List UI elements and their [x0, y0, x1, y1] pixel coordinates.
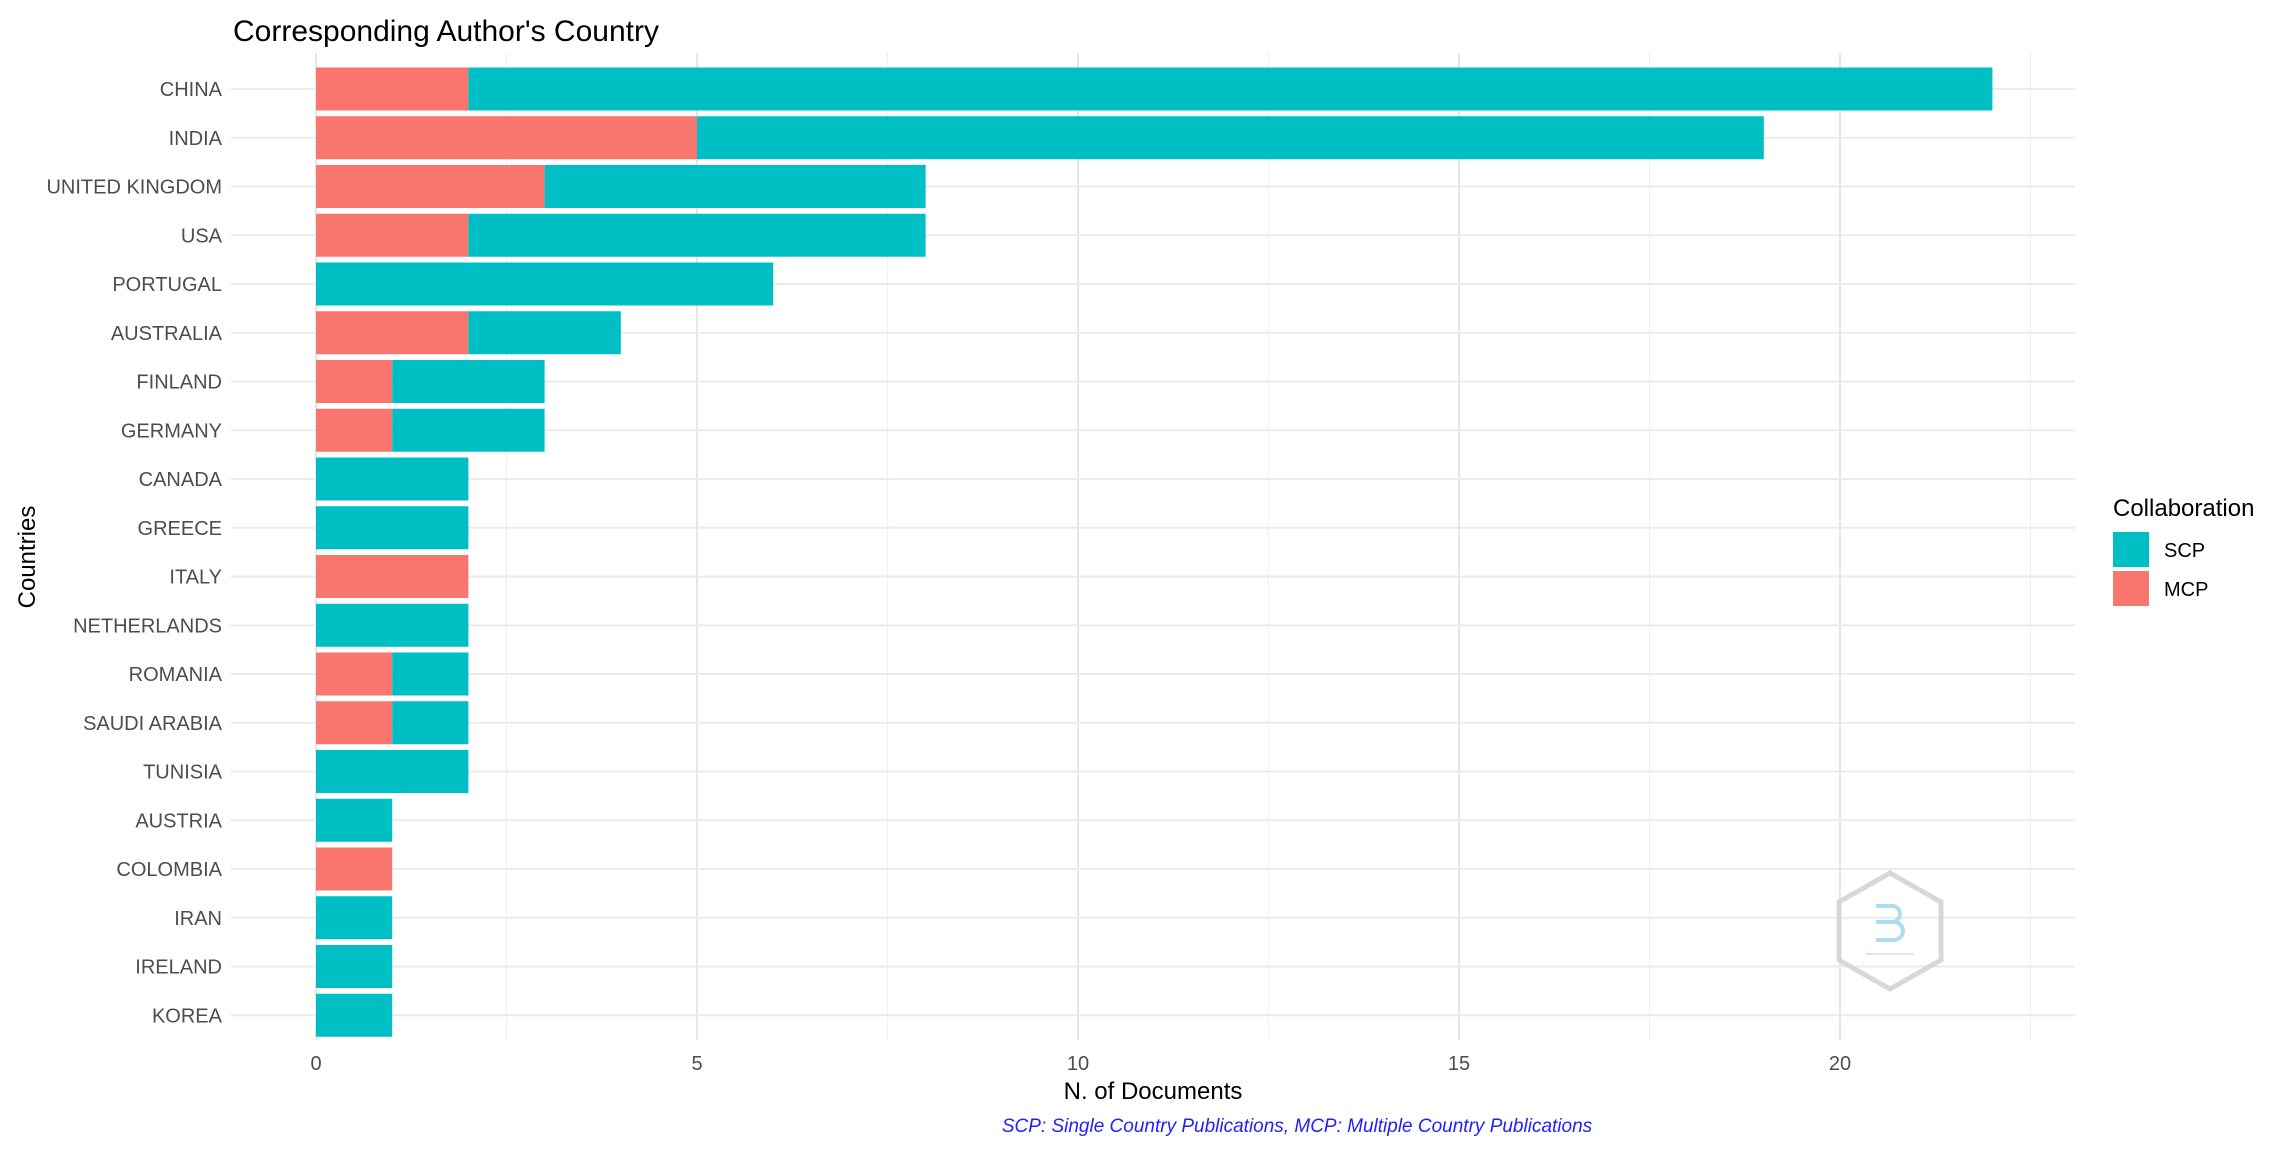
legend-swatch-mcp	[2113, 571, 2149, 606]
legend: Collaboration SCP MCP	[2113, 495, 2254, 606]
y-axis-ticks: CHINA INDIA UNITED KINGDOM USA PORTUGAL AUSTR…	[46, 79, 222, 1027]
y-tick-label: AUSTRIA	[135, 810, 222, 832]
y-tick-label: COLOMBIA	[116, 859, 222, 881]
y-tick-label: IRAN	[174, 908, 222, 930]
bar-scp-india	[697, 116, 1764, 160]
bar-mcp-italy	[316, 555, 469, 598]
bar-scp-united-kingdom	[544, 165, 926, 208]
y-tick-label: ROMANIA	[129, 664, 223, 686]
bar-mcp-finland	[316, 360, 393, 403]
y-tick-label: KOREA	[152, 1005, 223, 1027]
bar-scp-germany	[392, 408, 545, 452]
x-tick-label: 20	[1829, 1053, 1851, 1075]
y-tick-label: SAUDI ARABIA	[83, 713, 223, 735]
bar-scp-china	[468, 67, 1993, 111]
bar-mcp-colombia	[316, 847, 393, 891]
x-tick-label: 0	[310, 1053, 321, 1075]
x-tick-label: 5	[691, 1053, 702, 1075]
legend-swatch-scp	[2113, 532, 2149, 567]
y-tick-label: IRELAND	[135, 957, 222, 979]
y-tick-label: USA	[181, 225, 223, 247]
y-tick-label: NETHERLANDS	[73, 615, 222, 637]
legend-label-mcp: MCP	[2164, 579, 2208, 601]
bar-scp-austria	[316, 798, 393, 842]
bar-mcp-australia	[316, 311, 469, 355]
bar-mcp-china	[316, 67, 469, 111]
bar-scp-ireland	[316, 945, 393, 988]
bar-mcp-saudi-arabia	[316, 701, 393, 745]
y-tick-label: INDIA	[169, 128, 223, 150]
legend-title: Collaboration	[2113, 495, 2254, 522]
chart-title: Corresponding Author's Country	[233, 15, 659, 48]
y-tick-label: FINLAND	[136, 372, 222, 394]
legend-label-scp: SCP	[2164, 540, 2205, 562]
watermark-logo	[1836, 870, 1944, 992]
bar-scp-netherlands	[316, 603, 469, 647]
bar-mcp-india	[316, 116, 697, 160]
y-tick-label: PORTUGAL	[112, 274, 222, 296]
y-tick-label: UNITED KINGDOM	[46, 177, 222, 199]
bar-mcp-romania	[316, 652, 393, 696]
bar-scp-saudi-arabia	[392, 701, 469, 745]
bar-mcp-united-kingdom	[316, 165, 545, 208]
x-tick-label: 10	[1067, 1053, 1089, 1075]
bar-scp-australia	[468, 311, 621, 355]
y-tick-label: ITALY	[169, 567, 222, 589]
bar-scp-korea	[316, 993, 393, 1037]
bar-scp-portugal	[316, 262, 774, 306]
bar-scp-usa	[468, 213, 926, 257]
y-tick-label: CANADA	[139, 469, 223, 491]
y-tick-label: CHINA	[160, 79, 223, 101]
bar-scp-iran	[316, 896, 393, 940]
bar-mcp-usa	[316, 213, 469, 257]
x-tick-label: 15	[1448, 1053, 1470, 1075]
x-axis-ticks: 0 5 10 15 20	[310, 1053, 1851, 1075]
bar-scp-greece	[316, 506, 469, 550]
bars	[316, 67, 1993, 1037]
chart-caption: SCP: Single Country Publications, MCP: M…	[1002, 1116, 1593, 1137]
y-tick-label: GREECE	[138, 518, 222, 540]
y-axis-title: Countries	[14, 506, 41, 609]
y-tick-label: AUSTRALIA	[111, 323, 223, 345]
bar-scp-romania	[392, 652, 469, 696]
x-axis-title: N. of Documents	[1064, 1078, 1243, 1105]
bar-scp-finland	[392, 360, 545, 403]
bar-scp-canada	[316, 457, 469, 501]
y-tick-label: GERMANY	[121, 420, 222, 442]
bar-scp-tunisia	[316, 750, 469, 793]
y-tick-label: TUNISIA	[143, 762, 223, 784]
bar-mcp-germany	[316, 408, 393, 452]
